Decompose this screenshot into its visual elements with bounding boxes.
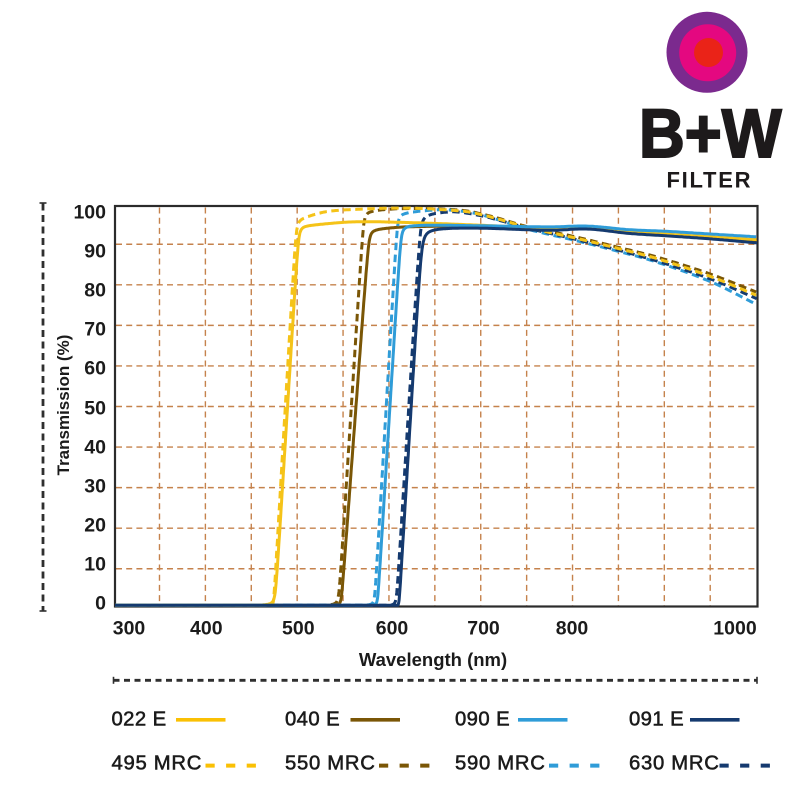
svg-text:FILTER: FILTER xyxy=(667,167,751,192)
svg-text:B+W: B+W xyxy=(639,95,782,172)
